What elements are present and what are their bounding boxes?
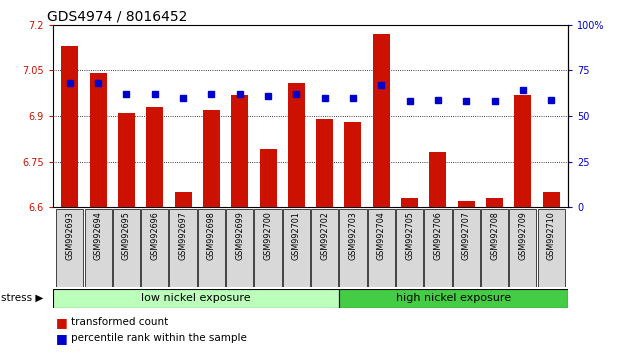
Bar — [453, 209, 480, 287]
Bar — [543, 192, 560, 207]
Bar — [170, 209, 197, 287]
Bar — [283, 209, 310, 287]
Bar — [203, 110, 220, 207]
Bar — [368, 209, 395, 287]
Text: GSM992694: GSM992694 — [94, 211, 102, 260]
Text: GSM992702: GSM992702 — [320, 211, 329, 260]
Bar — [255, 209, 281, 287]
Bar — [197, 209, 225, 287]
Text: high nickel exposure: high nickel exposure — [396, 293, 511, 303]
Bar — [316, 119, 333, 207]
Text: GSM992710: GSM992710 — [546, 211, 556, 260]
Bar — [118, 113, 135, 207]
Text: GSM992703: GSM992703 — [348, 211, 358, 260]
Bar — [175, 192, 191, 207]
Bar — [486, 198, 503, 207]
Bar — [61, 46, 78, 207]
Text: GDS4974 / 8016452: GDS4974 / 8016452 — [47, 9, 187, 23]
Text: GSM992698: GSM992698 — [207, 211, 216, 260]
Bar — [514, 95, 532, 207]
Bar — [53, 289, 339, 308]
Bar — [146, 107, 163, 207]
Bar — [141, 209, 168, 287]
Bar — [56, 209, 83, 287]
Text: GSM992704: GSM992704 — [377, 211, 386, 260]
Text: percentile rank within the sample: percentile rank within the sample — [71, 333, 247, 343]
Bar — [430, 152, 446, 207]
Bar — [84, 209, 112, 287]
Text: ■: ■ — [56, 332, 68, 344]
Bar — [424, 209, 451, 287]
Text: GSM992707: GSM992707 — [462, 211, 471, 260]
Bar — [481, 209, 508, 287]
Bar — [396, 209, 424, 287]
Bar — [373, 34, 390, 207]
Text: GSM992695: GSM992695 — [122, 211, 131, 260]
Bar — [260, 149, 276, 207]
Text: GSM992708: GSM992708 — [490, 211, 499, 260]
Bar — [458, 201, 475, 207]
Bar — [339, 289, 568, 308]
Text: stress ▶: stress ▶ — [1, 293, 43, 303]
Text: GSM992709: GSM992709 — [519, 211, 527, 260]
Text: GSM992697: GSM992697 — [179, 211, 188, 260]
Bar — [340, 209, 366, 287]
Text: ■: ■ — [56, 316, 68, 329]
Bar — [401, 198, 418, 207]
Bar — [288, 82, 305, 207]
Bar — [538, 209, 565, 287]
Bar — [113, 209, 140, 287]
Bar — [345, 122, 361, 207]
Text: GSM992693: GSM992693 — [65, 211, 75, 260]
Bar — [226, 209, 253, 287]
Bar — [89, 73, 107, 207]
Text: GSM992706: GSM992706 — [433, 211, 442, 260]
Text: GSM992700: GSM992700 — [263, 211, 273, 260]
Text: GSM992696: GSM992696 — [150, 211, 159, 260]
Text: GSM992699: GSM992699 — [235, 211, 244, 260]
Bar — [311, 209, 338, 287]
Text: low nickel exposure: low nickel exposure — [141, 293, 251, 303]
Bar — [231, 95, 248, 207]
Bar — [509, 209, 537, 287]
Text: GSM992701: GSM992701 — [292, 211, 301, 260]
Text: transformed count: transformed count — [71, 317, 169, 327]
Text: GSM992705: GSM992705 — [405, 211, 414, 260]
